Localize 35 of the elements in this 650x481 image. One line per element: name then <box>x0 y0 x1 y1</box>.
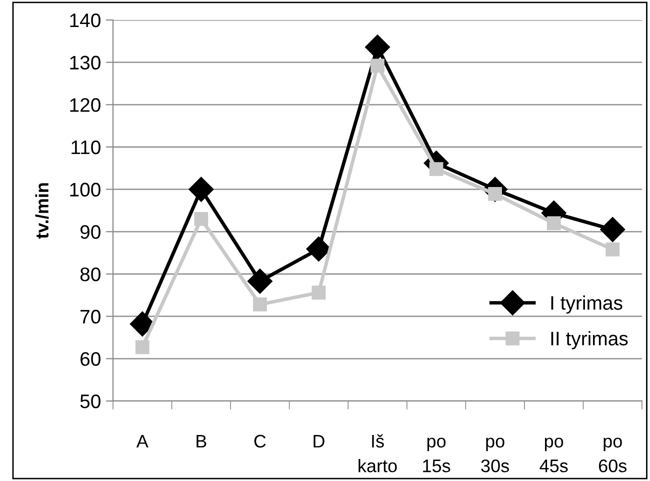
y-tick-label: 130 <box>70 56 100 70</box>
point <box>546 216 561 230</box>
y-tick-label: 50 <box>80 394 100 408</box>
point <box>365 34 390 60</box>
y-tick-label: 100 <box>70 182 100 197</box>
y-tick-label: 80 <box>80 267 100 282</box>
point <box>312 286 326 300</box>
x-tick-label: A <box>136 434 148 448</box>
point <box>188 176 214 202</box>
point <box>135 340 150 354</box>
x-tick-label: D <box>314 434 324 448</box>
y-tick-label: 120 <box>70 98 100 112</box>
y-tick-label: 110 <box>72 140 100 154</box>
x-tick-label: po 45s <box>540 438 568 472</box>
point <box>253 298 267 312</box>
x-tick-label: po 30s <box>481 438 509 472</box>
point <box>429 162 444 176</box>
y-tick-label: 70 <box>80 310 100 324</box>
point <box>247 268 272 294</box>
x-tick-label: B <box>196 434 206 448</box>
y-tick-label: 140 <box>70 13 100 28</box>
point <box>194 212 208 226</box>
x-tick-label: po 60s <box>598 438 627 472</box>
y-tick-label: 60 <box>80 352 100 366</box>
point <box>370 58 384 73</box>
y-tick-label: 90 <box>80 225 100 239</box>
x-tick-label: Iš karto <box>358 434 397 472</box>
point <box>130 311 155 336</box>
point <box>600 217 626 242</box>
x-tick-label: C <box>254 434 266 448</box>
point <box>606 242 620 256</box>
legend-label: I tyrimas <box>551 296 622 314</box>
x-tick-label: po 15s <box>423 438 450 472</box>
y-axis-title: tv./min <box>35 183 49 239</box>
legend-label: II tyrimas <box>551 331 628 350</box>
